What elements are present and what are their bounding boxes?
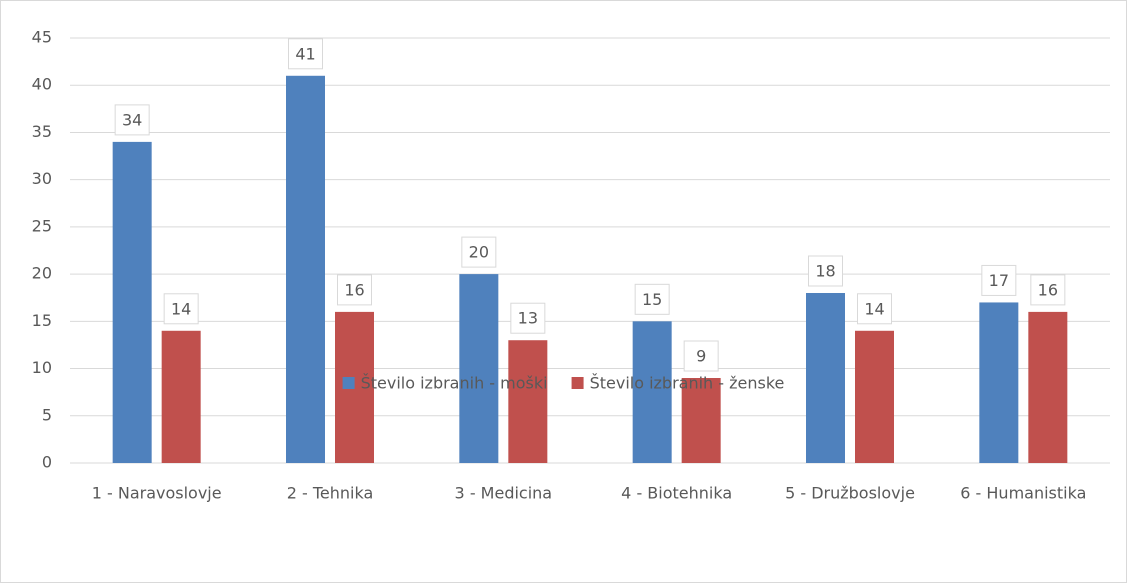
data-label: 13 [518, 309, 538, 328]
data-label-box [461, 236, 497, 268]
bar [161, 330, 201, 463]
data-label: 20 [469, 243, 489, 262]
bar [681, 378, 721, 463]
data-label-box [1030, 274, 1066, 306]
x-tick-label: 6 - Humanistika [960, 484, 1086, 503]
data-label: 34 [122, 110, 142, 129]
y-tick-label: 15 [32, 311, 52, 330]
legend-label: Število izbranih - moški [361, 374, 548, 393]
bar [979, 302, 1019, 463]
y-tick-label: 25 [32, 216, 52, 235]
bar [1028, 311, 1068, 463]
y-tick-label: 5 [42, 405, 52, 424]
y-tick-label: 45 [32, 28, 52, 47]
data-label-box [163, 293, 199, 325]
x-tick-label: 2 - Tehnika [287, 484, 374, 503]
legend-swatch [342, 377, 355, 389]
y-tick-label: 35 [32, 122, 52, 141]
y-tick-label: 0 [42, 453, 52, 472]
x-tick-label: 1 - Naravoslovje [92, 484, 222, 503]
data-label-box [288, 38, 323, 70]
legend-label: Število izbranih - ženske [590, 374, 785, 393]
x-tick-label: 3 - Medicina [455, 484, 553, 503]
bar [632, 321, 672, 463]
data-label-box [634, 283, 670, 315]
y-tick-label: 20 [32, 264, 52, 283]
x-tick-label: 4 - Biotehnika [621, 484, 732, 503]
data-label-box [808, 255, 843, 287]
legend-swatch [571, 377, 584, 389]
data-label: 16 [1038, 280, 1058, 299]
x-tick-label: 5 - Družboslovje [785, 484, 915, 503]
data-label: 14 [171, 299, 191, 318]
y-tick-label: 10 [32, 358, 52, 377]
bar [459, 274, 499, 463]
data-label: 16 [344, 280, 364, 299]
data-label-box [114, 104, 150, 136]
bar [508, 340, 548, 463]
bar [112, 141, 152, 463]
data-label: 15 [642, 290, 662, 309]
data-label: 17 [989, 271, 1009, 290]
data-label: 14 [864, 299, 884, 318]
bar [286, 75, 325, 464]
data-label-box [981, 264, 1017, 296]
data-label-box [857, 293, 892, 325]
data-label-box [510, 302, 546, 334]
data-label: 9 [696, 347, 706, 366]
y-tick-label: 30 [32, 169, 52, 188]
y-tick-label: 40 [32, 75, 52, 94]
bar [855, 330, 894, 463]
data-label-box [683, 340, 719, 372]
bar [806, 293, 845, 463]
data-label: 18 [815, 262, 835, 281]
data-label-box [337, 274, 372, 306]
data-label: 41 [295, 44, 315, 63]
